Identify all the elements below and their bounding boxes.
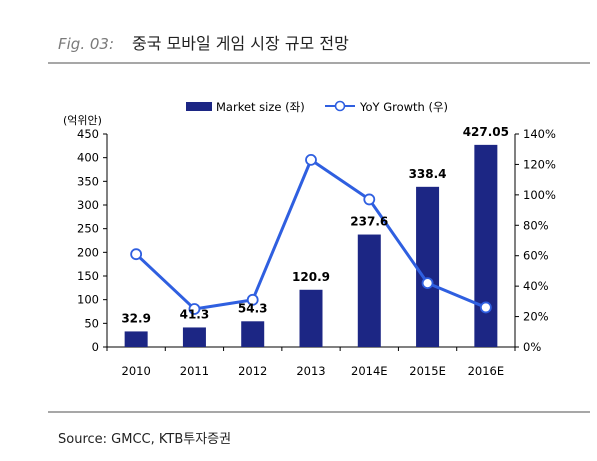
growth-point [188,303,201,315]
x-tick-label: 2010 [122,364,151,378]
y-tick-label-left: 450 [77,127,99,141]
y-tick-label-right: 0% [523,340,541,354]
figure-title: 중국 모바일 게임 시장 규모 전망 [132,34,349,53]
growth-point [363,193,376,206]
x-tick-label: 2011 [180,364,209,378]
bar [357,234,381,347]
growth-point [421,277,434,290]
y-tick-label-right: 100% [523,188,556,202]
y-tick-label-right: 20% [523,310,549,324]
legend-label-bar: Market size (좌) [216,100,305,114]
y-tick-label-left: 50 [84,316,99,330]
bar [474,144,498,347]
bar [182,327,206,347]
bar [299,289,323,347]
footer-rule [48,411,590,413]
y-tick-label-right: 40% [523,279,549,293]
bar [416,186,440,347]
growth-point [130,248,143,261]
legend-swatch-marker [334,100,346,112]
y-tick-label-right: 60% [523,249,549,263]
bar-data-label: 120.9 [292,270,330,284]
growth-point [246,293,259,306]
legend-swatch-bar [186,102,212,111]
bar-data-label: 237.6 [350,215,388,229]
legend-label-line: YoY Growth (우) [359,100,448,114]
bar-data-label: 41.3 [180,307,210,321]
bar [241,321,265,347]
bar-data-label: 338.4 [409,167,447,181]
header-rule [48,62,590,64]
bar-data-label: 427.05 [463,125,509,139]
figure-label: Fig. 03: [58,35,114,53]
y-tick-label-left: 200 [77,245,99,259]
figure-header: Fig. 03: 중국 모바일 게임 시장 규모 전망 [58,30,349,54]
bar-data-label: 54.3 [238,301,268,315]
y-axis-left-unit: (억위안) [63,114,102,127]
y-tick-label-right: 140% [523,127,556,141]
y-tick-label-left: 350 [77,174,99,188]
y-tick-label-left: 100 [77,293,99,307]
bar-data-label: 32.9 [121,311,151,325]
y-tick-label-left: 0 [92,340,99,354]
growth-point [479,301,492,314]
x-tick-label: 2014E [351,364,388,378]
y-tick-label-left: 150 [77,269,99,283]
x-tick-label: 2016E [468,364,505,378]
y-tick-label-left: 250 [77,222,99,236]
y-tick-label-left: 400 [77,151,99,165]
x-tick-label: 2015E [409,364,446,378]
y-tick-label-right: 120% [523,157,556,171]
bar [124,331,148,347]
y-tick-label-left: 300 [77,198,99,212]
x-tick-label: 2013 [296,364,325,378]
growth-point [305,153,317,166]
y-tick-label-right: 80% [523,218,549,232]
source-note: Source: GMCC, KTB투자증권 [58,432,232,447]
x-tick-label: 2012 [238,364,267,378]
